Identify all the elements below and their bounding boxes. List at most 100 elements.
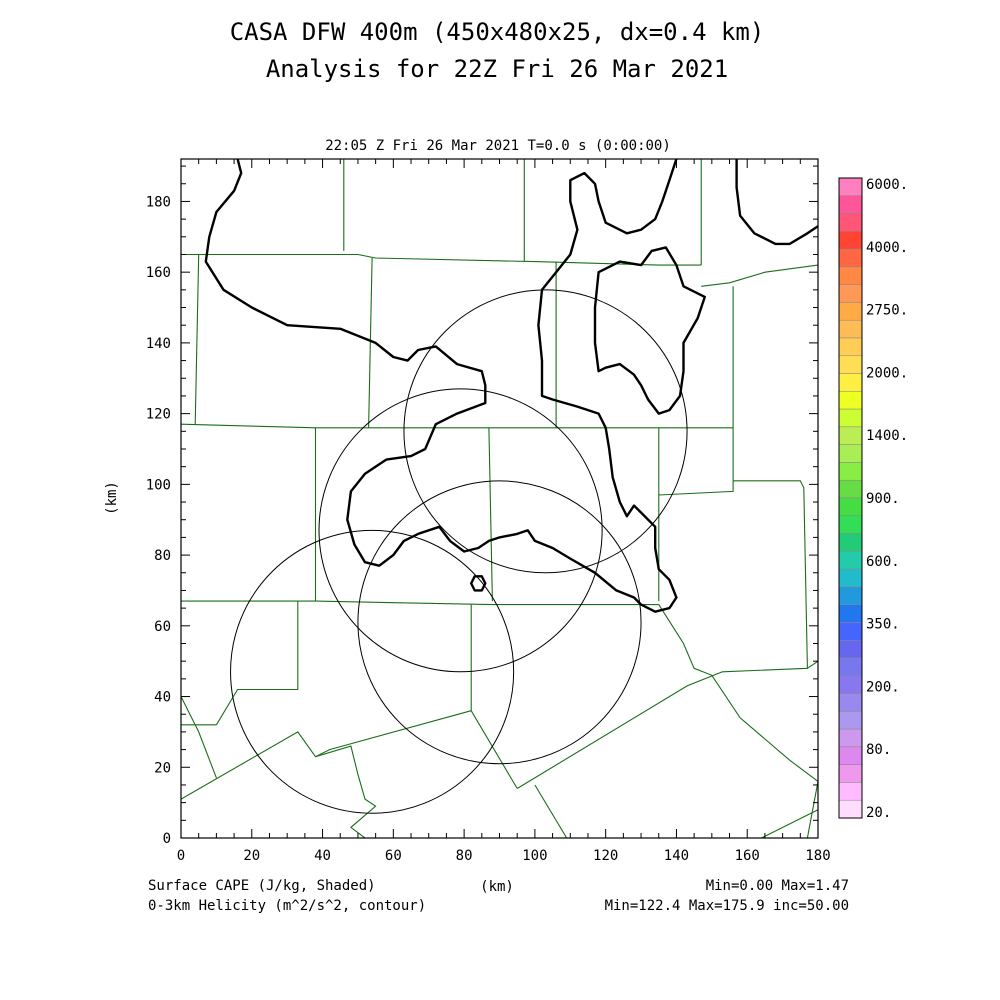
y-axis-label: (km) — [104, 481, 120, 515]
footer-stats2: Min=122.4 Max=175.9 inc=50.00 — [605, 898, 849, 914]
plot-area — [180, 158, 819, 839]
county-line-24 — [761, 809, 818, 838]
title-line-1: CASA DFW 400m (450x480x25, dx=0.4 km) — [230, 18, 765, 46]
x-tick-label: 80 — [456, 848, 473, 864]
colorbar-swatch — [838, 622, 863, 641]
colorbar-label: 200. — [866, 679, 900, 695]
colorbar-swatch — [838, 586, 863, 605]
valid-time-label: 22:05 Z Fri 26 Mar 2021 T=0.0 s (0:00:00… — [325, 138, 671, 154]
county-line-6 — [194, 254, 200, 425]
colorbar-label: 1400. — [866, 428, 908, 444]
colorbar-swatch — [838, 515, 863, 534]
colorbar-swatch — [838, 319, 863, 339]
radar-ring-2 — [357, 480, 642, 765]
helicity-contour-3 — [470, 575, 487, 592]
radar-ring-0 — [403, 289, 688, 574]
helicity-contour-0 — [204, 159, 678, 613]
colorbar-swatch — [838, 195, 863, 214]
colorbar-swatch — [838, 337, 863, 357]
county-line-25 — [807, 660, 818, 669]
colorbar-label: 2750. — [866, 303, 908, 319]
colorbar-swatch — [838, 355, 863, 374]
county-line-23 — [658, 604, 818, 838]
colorbar-label: 4000. — [866, 240, 908, 256]
county-line-22 — [315, 745, 377, 838]
colorbar-swatch — [838, 248, 863, 268]
county-line-18 — [181, 696, 217, 779]
county-line-7 — [368, 257, 373, 428]
colorbar-swatch — [838, 408, 863, 428]
radar-ring-1 — [318, 388, 603, 673]
y-tick-label: 120 — [146, 407, 171, 423]
colorbar-swatch — [838, 391, 863, 410]
county-line-15 — [215, 601, 299, 726]
colorbar-swatch — [838, 604, 863, 623]
colorbar-swatch — [838, 177, 863, 197]
county-line-20 — [516, 671, 723, 789]
y-tick-label: 60 — [154, 619, 171, 635]
y-tick-label: 160 — [146, 265, 171, 281]
y-tick-label: 80 — [154, 548, 171, 564]
y-tick-label: 0 — [163, 831, 171, 847]
colorbar-swatch — [838, 213, 863, 232]
county-line-14 — [181, 600, 659, 606]
colorbar-swatch — [838, 444, 863, 463]
colorbar-swatch — [838, 728, 863, 748]
county-line-9 — [658, 286, 734, 496]
colorbar-swatch — [838, 764, 863, 783]
colorbar-label: 80. — [866, 742, 891, 758]
colorbar-swatch — [838, 462, 863, 481]
x-tick-label: 0 — [177, 848, 185, 864]
x-tick-label: 120 — [593, 848, 618, 864]
helicity-contour-1 — [593, 246, 706, 415]
colorbar-swatch — [838, 479, 863, 499]
x-tick-label: 40 — [314, 848, 331, 864]
colorbar-swatch — [838, 799, 863, 819]
colorbar-swatch — [838, 533, 863, 552]
y-tick-label: 140 — [146, 336, 171, 352]
colorbar-swatch — [838, 284, 863, 303]
x-tick-label: 20 — [243, 848, 260, 864]
colorbar-label: 900. — [866, 491, 900, 507]
county-line-5 — [181, 423, 734, 429]
colorbar-swatch — [838, 373, 863, 392]
x-tick-label: 180 — [805, 848, 830, 864]
colorbar-swatch — [838, 568, 863, 588]
axis-ticks: 0 20 40 60 80 100 120 140 160 180 0 20 40 60 80 100 120 1… — [146, 159, 831, 864]
colorbar-swatch — [838, 693, 863, 712]
x-axis-label: (km) — [480, 879, 514, 895]
y-tick-label: 20 — [154, 760, 171, 776]
footer-field2: 0-3km Helicity (m^2/s^2, contour) — [148, 898, 426, 914]
colorbar-swatch — [838, 746, 863, 765]
colorbar-swatch — [838, 266, 863, 285]
county-line-21 — [534, 784, 568, 838]
colorbar-label: 2000. — [866, 365, 908, 381]
y-tick-label: 40 — [154, 690, 171, 706]
x-tick-label: 100 — [522, 848, 547, 864]
county-line-19 — [181, 710, 518, 800]
colorbar-swatch — [838, 497, 863, 517]
footer-field1: Surface CAPE (J/kg, Shaded) — [148, 878, 376, 894]
colorbar-swatch — [838, 639, 863, 659]
colorbar: 6000. 4000. 2750. 2000. 1400. 900. 600. 350. 200… — [838, 177, 908, 821]
footer-stats1: Min=0.00 Max=1.47 — [706, 878, 849, 894]
county-line-2 — [701, 264, 818, 287]
colorbar-swatch — [838, 302, 863, 321]
x-tick-label: 140 — [664, 848, 689, 864]
x-tick-label: 160 — [735, 848, 760, 864]
colorbar-swatch — [838, 426, 863, 445]
colorbar-swatch — [838, 551, 863, 570]
county-line-12 — [488, 427, 493, 602]
colorbar-swatch — [838, 231, 863, 250]
x-tick-label: 60 — [385, 848, 402, 864]
y-tick-label: 100 — [146, 477, 171, 493]
colorbar-swatch — [838, 782, 863, 801]
helicity-contour-2 — [735, 159, 818, 246]
colorbar-label: 600. — [866, 554, 900, 570]
colorbar-frame — [838, 177, 863, 819]
colorbar-swatch — [838, 675, 863, 694]
colorbar-swatch — [838, 711, 863, 730]
radar-ring-3 — [230, 529, 515, 814]
title-line-2: Analysis for 22Z Fri 26 Mar 2021 — [266, 55, 728, 83]
